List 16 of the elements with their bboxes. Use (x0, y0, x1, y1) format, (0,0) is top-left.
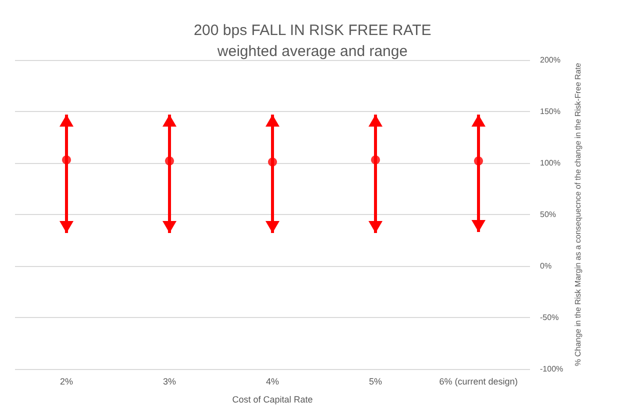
x-tick-label: 5% (368, 376, 382, 386)
chart-subtitle: weighted average and range (216, 43, 408, 60)
y-tick-label: 100% (540, 158, 560, 168)
y-tick-label: 200% (540, 56, 560, 64)
chart-title: 200 bps FALL IN RISK FREE RATE (194, 22, 432, 39)
y-tick-label: 50% (540, 210, 556, 219)
x-tick-label: 2% (60, 376, 74, 386)
x-tick-label: 6% (current design) (439, 376, 518, 386)
y-tick-label: 0% (540, 262, 552, 270)
y-tick-label: -50% (540, 313, 559, 322)
x-tick-label: 3% (162, 376, 176, 386)
y-tick-label: 150% (540, 107, 560, 116)
x-tick-label: 4% (266, 376, 280, 386)
x-axis-title: Cost of Capital Rate (232, 394, 313, 404)
y-tick-label: -100% (540, 364, 564, 374)
y-axis-title: % Change in the Risk Margin as a consequecnce of the change in the Risk-Free Rate (574, 62, 583, 366)
